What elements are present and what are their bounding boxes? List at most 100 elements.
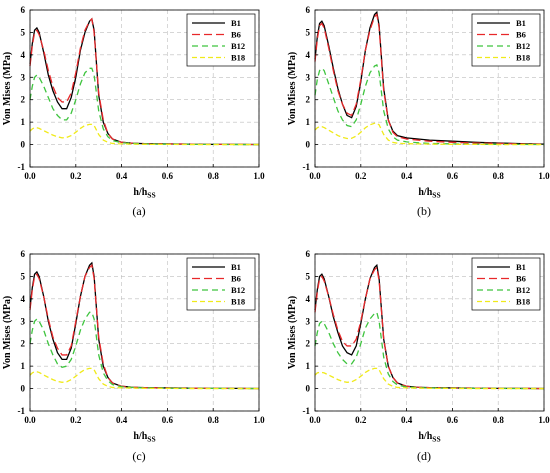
chart-panel: 0.0 0.2 0.4 0.6 0.8 1.0 -1 0 1 2 3 4 5 6 Von Mises (MP… bbox=[287, 5, 550, 218]
x-tick-label: 0.2 bbox=[70, 171, 82, 181]
x-tick-label: 0.0 bbox=[309, 415, 321, 425]
chart-panel: 0.0 0.2 0.4 0.6 0.8 1.0 -1 0 1 2 3 4 5 6 Von Mises (MP… bbox=[287, 249, 550, 463]
plot-frame bbox=[314, 253, 545, 412]
panel-label: (d) bbox=[417, 449, 431, 463]
series-line-b12 bbox=[29, 311, 259, 390]
legend-label: B18 bbox=[516, 297, 530, 307]
legend-label: B18 bbox=[231, 297, 245, 307]
series-line-b12 bbox=[314, 311, 544, 390]
y-axis-label: Von Mises (MPa) bbox=[2, 52, 13, 126]
x-tick-label: 0.4 bbox=[401, 171, 413, 181]
x-tick-label: 0.2 bbox=[70, 415, 82, 425]
x-tick-label: 1.0 bbox=[538, 415, 550, 425]
y-tick-label: 0 bbox=[306, 384, 311, 394]
y-tick-label: 6 bbox=[306, 249, 311, 259]
x-tick-label: 0.4 bbox=[401, 415, 413, 425]
x-axis-label: h/hSS bbox=[133, 187, 155, 200]
y-tick-label: 4 bbox=[306, 50, 311, 60]
y-tick-label: 1 bbox=[21, 117, 26, 127]
series-line-b18 bbox=[314, 367, 544, 390]
legend-label: B1 bbox=[231, 262, 241, 272]
x-tick-label: 0.0 bbox=[24, 171, 36, 181]
series-line-b12 bbox=[29, 67, 259, 146]
legend-label: B6 bbox=[516, 30, 526, 40]
y-tick-label: 0 bbox=[21, 384, 26, 394]
y-tick-label: -1 bbox=[303, 406, 311, 416]
legend-label: B1 bbox=[516, 18, 526, 28]
y-tick-label: 2 bbox=[21, 339, 26, 349]
x-tick-label: 0.2 bbox=[355, 171, 367, 181]
y-tick-label: 0 bbox=[21, 140, 26, 150]
y-tick-label: 1 bbox=[306, 117, 311, 127]
y-tick-label: 4 bbox=[306, 294, 311, 304]
y-tick-label: -1 bbox=[303, 162, 311, 172]
panel-label: (b) bbox=[417, 204, 431, 218]
chart-panel: 0.0 0.2 0.4 0.6 0.8 1.0 -1 0 1 2 3 4 5 6 Von Mises (MP… bbox=[2, 249, 265, 463]
y-tick-label: 1 bbox=[21, 361, 26, 371]
legend-label: B6 bbox=[516, 274, 526, 284]
series-line-b12 bbox=[314, 64, 545, 146]
chart-panel: 0.0 0.2 0.4 0.6 0.8 1.0 -1 0 1 2 3 4 5 6 Von Mises (MP… bbox=[2, 5, 265, 218]
legend-label: B12 bbox=[516, 41, 530, 51]
y-tick-label: 6 bbox=[21, 5, 26, 15]
panel-label: (c) bbox=[132, 449, 145, 463]
x-tick-label: 0.8 bbox=[493, 415, 505, 425]
plot-frame bbox=[314, 9, 545, 168]
x-tick-label: 0.8 bbox=[208, 415, 220, 425]
y-tick-label: 5 bbox=[306, 27, 311, 37]
y-tick-label: 3 bbox=[21, 316, 26, 326]
x-tick-label: 0.0 bbox=[24, 415, 36, 425]
y-tick-label: 3 bbox=[306, 316, 311, 326]
plot-frame bbox=[29, 253, 260, 412]
legend-label: B6 bbox=[231, 30, 241, 40]
y-tick-label: 3 bbox=[21, 72, 26, 82]
panel-label: (a) bbox=[132, 204, 145, 218]
series-line-b1 bbox=[314, 10, 545, 145]
y-axis-label: Von Mises (MPa) bbox=[2, 296, 13, 370]
y-tick-label: 5 bbox=[21, 271, 26, 281]
x-tick-label: 0.6 bbox=[447, 171, 459, 181]
x-tick-label: 1.0 bbox=[538, 171, 550, 181]
legend-label: B1 bbox=[231, 18, 241, 28]
y-tick-label: -1 bbox=[18, 406, 26, 416]
legend-label: B18 bbox=[231, 53, 245, 63]
x-axis-label: h/hSS bbox=[418, 187, 440, 200]
y-tick-label: 5 bbox=[306, 271, 311, 281]
x-tick-label: 0.2 bbox=[355, 415, 367, 425]
plot-frame bbox=[29, 9, 260, 168]
y-tick-label: 0 bbox=[306, 140, 311, 150]
x-tick-label: 1.0 bbox=[253, 171, 265, 181]
y-tick-label: 5 bbox=[21, 27, 26, 37]
x-tick-label: 0.4 bbox=[116, 171, 128, 181]
y-tick-label: 6 bbox=[21, 249, 26, 259]
y-tick-label: 2 bbox=[21, 95, 26, 105]
series-line-b18 bbox=[314, 122, 544, 146]
legend-label: B12 bbox=[231, 285, 245, 295]
y-tick-label: 1 bbox=[306, 361, 311, 371]
legend-label: B18 bbox=[516, 53, 530, 63]
y-tick-label: 3 bbox=[306, 72, 311, 82]
y-tick-label: 2 bbox=[306, 339, 311, 349]
y-axis-label: Von Mises (MPa) bbox=[287, 296, 298, 370]
legend-label: B12 bbox=[231, 41, 245, 51]
y-tick-label: 4 bbox=[21, 294, 26, 304]
y-axis-label: Von Mises (MPa) bbox=[287, 52, 298, 126]
y-tick-label: 2 bbox=[306, 95, 311, 105]
legend-label: B6 bbox=[231, 274, 241, 284]
y-tick-label: -1 bbox=[18, 162, 26, 172]
y-tick-label: 6 bbox=[306, 5, 311, 15]
x-tick-label: 0.4 bbox=[116, 415, 128, 425]
x-tick-label: 0.6 bbox=[162, 171, 174, 181]
x-tick-label: 0.6 bbox=[162, 415, 174, 425]
x-axis-label: h/hSS bbox=[418, 431, 440, 444]
x-tick-label: 1.0 bbox=[253, 415, 265, 425]
x-axis-label: h/hSS bbox=[133, 431, 155, 444]
series-line-b6 bbox=[314, 13, 545, 145]
x-tick-label: 0.8 bbox=[493, 171, 505, 181]
series-line-b18 bbox=[29, 123, 259, 146]
